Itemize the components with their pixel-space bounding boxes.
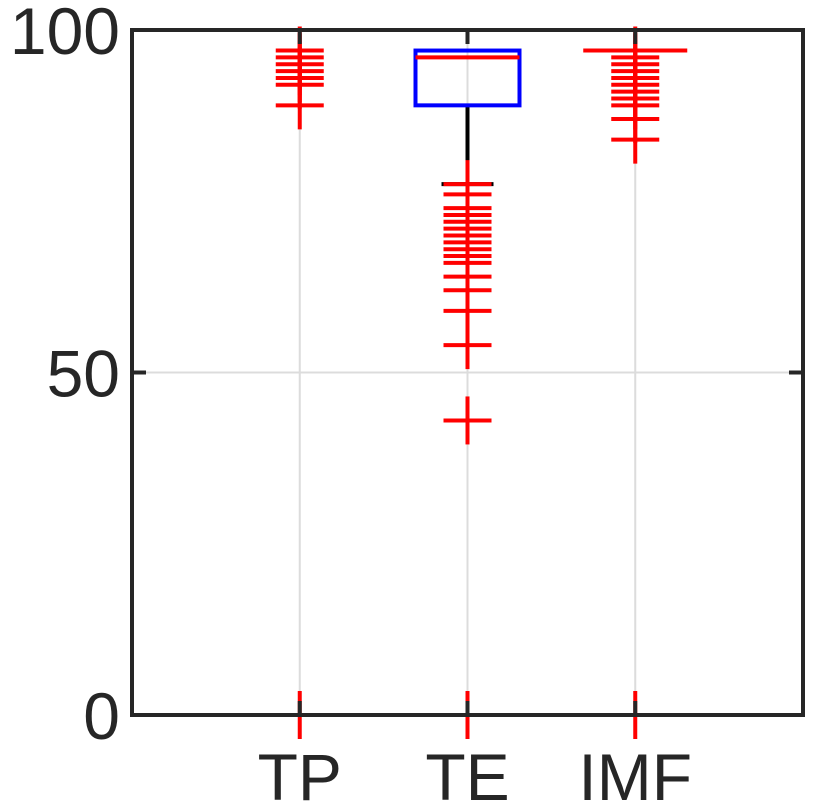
outlier-te-16 [443, 160, 492, 209]
y-tick-label-0: 0 [83, 679, 120, 753]
tick-labels: 0 50 100 TP TE IMF [10, 0, 692, 806]
y-tick-label-50: 50 [47, 337, 120, 411]
x-tick-label-te: TE [425, 740, 509, 806]
box-te [413, 48, 522, 108]
tick-marks [132, 28, 803, 717]
x-tick-label-imf: IMF [578, 740, 692, 806]
y-tick-label-100: 100 [10, 0, 120, 68]
outlier-te-1 [443, 396, 492, 445]
x-tick-label-tp: TP [258, 740, 342, 806]
